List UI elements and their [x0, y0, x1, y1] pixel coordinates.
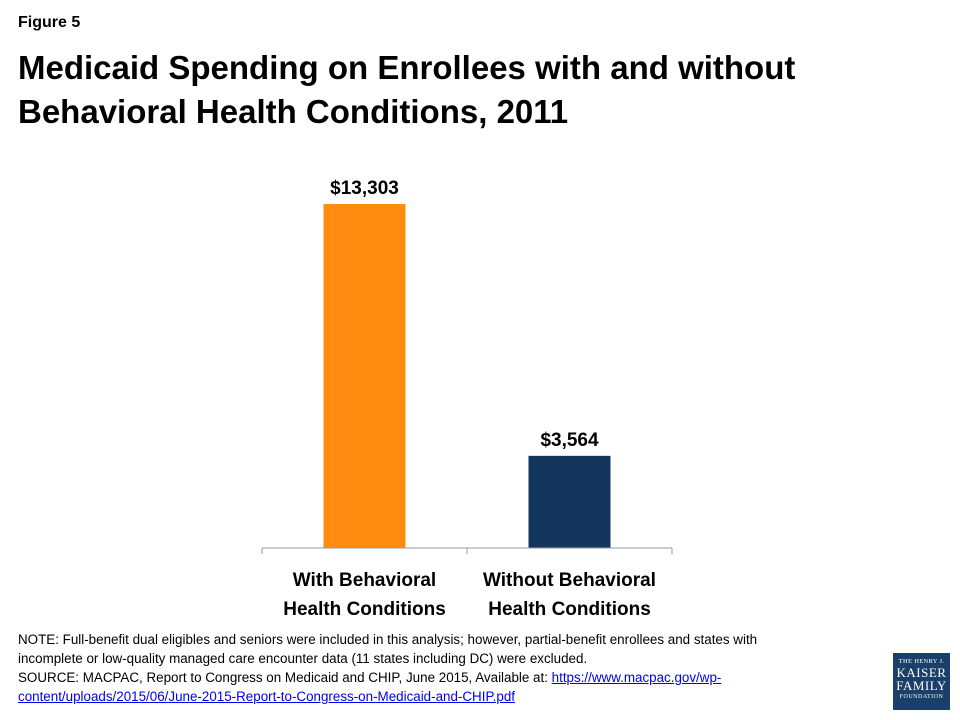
chart-title-line-2: Behavioral Health Conditions, 2011 [18, 93, 569, 130]
bar-chart: $13,303 With Behavioral Health Conditions $… [261, 178, 673, 620]
source-link-part-2[interactable]: content/uploads/2015/06/June-2015-Report… [18, 689, 515, 704]
bar-2 [528, 455, 611, 548]
logo-line-4: FOUNDATION [899, 694, 944, 700]
source-line-1: SOURCE: MACPAC, Report to Congress on Me… [18, 668, 868, 687]
chart-title-line-1: Medicaid Spending on Enrollees with and … [18, 49, 796, 86]
kff-logo: THE HENRY J. KAISER FAMILY FOUNDATION [893, 653, 950, 710]
category-label-1-line-1: With Behavioral [293, 570, 436, 591]
logo-line-1: THE HENRY J. [898, 658, 945, 665]
logo-line-2: KAISER [896, 665, 947, 680]
source-line-2: content/uploads/2015/06/June-2015-Report… [18, 687, 868, 706]
category-label-2-line-1: Without Behavioral [483, 570, 656, 591]
figure-label: Figure 5 [18, 14, 81, 31]
bar-1 [323, 204, 406, 548]
source-link-part-1[interactable]: https://www.macpac.gov/wp- [551, 670, 722, 685]
chart-notes: NOTE: Full-benefit dual eligibles and se… [18, 630, 868, 706]
note-line-1: NOTE: Full-benefit dual eligibles and se… [18, 632, 758, 647]
note-line-2: incomplete or low-quality managed care e… [18, 651, 588, 666]
chart-title: Medicaid Spending on Enrollees with and … [18, 46, 918, 134]
category-label-1-line-2: Health Conditions [283, 599, 446, 620]
data-label-2: $3,564 [540, 430, 599, 451]
data-label-1: $13,303 [330, 178, 399, 199]
category-label-2-line-2: Health Conditions [488, 599, 651, 620]
source-text: SOURCE: MACPAC, Report to Congress on Me… [18, 670, 552, 685]
logo-line-3: FAMILY [896, 678, 947, 693]
